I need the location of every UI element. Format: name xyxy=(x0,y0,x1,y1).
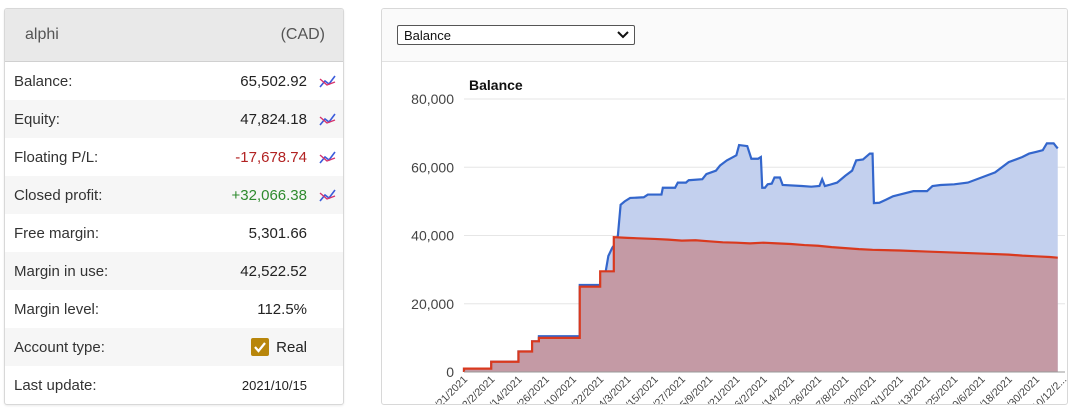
chart-toolbar: Balance xyxy=(382,9,1067,62)
row-label: Margin level: xyxy=(14,300,100,318)
row-value: 47,824.18 xyxy=(240,110,307,128)
row-value: 42,522.52 xyxy=(240,262,307,280)
row-label: Balance: xyxy=(14,72,73,90)
y-tick-label: 40,000 xyxy=(411,228,454,244)
row-label: Margin in use: xyxy=(14,262,109,280)
closed-profit-series-line xyxy=(462,236,1058,372)
chart-panel: Balance 0 20,000 40,000 60,000 80,000 1/21/20… xyxy=(381,8,1068,405)
y-tick-label: 60,000 xyxy=(411,159,454,175)
chart-icon[interactable] xyxy=(319,73,337,89)
row-balance: Balance: 65,502.92 xyxy=(5,62,343,100)
chart-icon[interactable] xyxy=(319,187,337,203)
row-closed-profit: Closed profit: +32,066.38 xyxy=(5,176,343,214)
chart-icon[interactable] xyxy=(319,111,337,127)
row-value: 5,301.66 xyxy=(248,224,307,242)
y-tick-label: 0 xyxy=(446,364,454,380)
chevron-down-icon xyxy=(617,31,629,39)
row-value: 112.5% xyxy=(257,300,307,318)
account-type-text: Real xyxy=(276,338,307,356)
chart-title: Balance xyxy=(469,77,523,93)
checkbox-checked-icon xyxy=(251,338,270,356)
account-name: alphi xyxy=(25,26,59,43)
chart-type-select-value: Balance xyxy=(404,28,451,43)
account-type-value: Real xyxy=(251,338,307,356)
row-label: Free margin: xyxy=(14,224,100,242)
row-value: 2021/10/15 xyxy=(241,377,307,393)
row-label: Floating P/L: xyxy=(14,148,99,166)
row-margin-level: Margin level: 112.5% xyxy=(5,290,343,328)
row-last-update: Last update: 2021/10/15 xyxy=(5,366,343,404)
y-tick-label: 20,000 xyxy=(411,296,454,312)
account-header: alphi (CAD) xyxy=(5,9,343,62)
row-label: Last update: xyxy=(14,376,97,394)
row-label: Equity: xyxy=(14,110,60,128)
y-tick-label: 80,000 xyxy=(411,91,454,107)
row-account-type: Account type: Real xyxy=(5,328,343,366)
row-label: Closed profit: xyxy=(14,186,103,204)
row-value: +32,066.38 xyxy=(231,186,308,204)
row-floating-pl: Floating P/L: -17,678.74 xyxy=(5,138,343,176)
chart-icon[interactable] xyxy=(319,149,337,165)
row-value: 65,502.92 xyxy=(240,72,307,90)
account-rows: Balance: 65,502.92 Equity: 47,824.18 Flo… xyxy=(5,62,343,404)
row-margin-in-use: Margin in use: 42,522.52 xyxy=(5,252,343,290)
row-equity: Equity: 47,824.18 xyxy=(5,100,343,138)
chart-type-select[interactable]: Balance xyxy=(397,25,635,45)
account-summary-panel: alphi (CAD) Balance: 65,502.92 Equity: 4… xyxy=(4,8,344,405)
row-value: -17,678.74 xyxy=(235,148,307,166)
row-label: Account type: xyxy=(14,338,105,356)
balance-chart: 020,00040,00060,00080,0001/21/20212/2/20… xyxy=(411,77,1067,404)
account-currency: (CAD) xyxy=(280,26,325,43)
closed-profit-series-area xyxy=(464,237,1058,372)
row-free-margin: Free margin: 5,301.66 xyxy=(5,214,343,252)
